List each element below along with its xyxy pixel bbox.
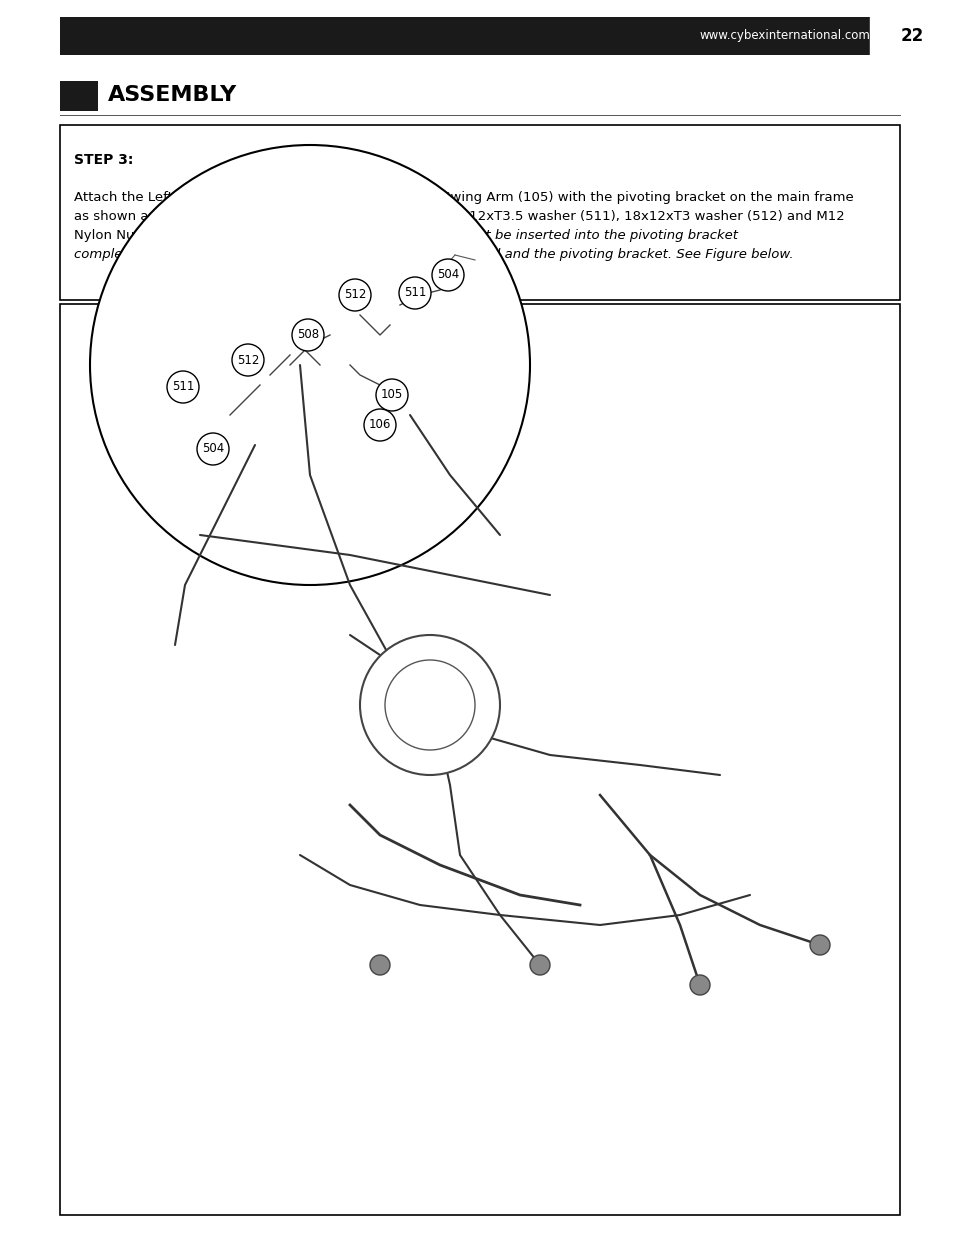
Text: Important Note:: Important Note: (246, 228, 366, 242)
Circle shape (359, 635, 499, 776)
Text: Nylon Nut (508) on each side.: Nylon Nut (508) on each side. (74, 228, 281, 242)
Circle shape (364, 409, 395, 441)
Text: 106: 106 (369, 419, 391, 431)
Circle shape (292, 319, 324, 351)
Text: The shoulder bolt must be inserted into the pivoting bracket: The shoulder bolt must be inserted into … (334, 228, 738, 242)
Text: 511: 511 (172, 380, 194, 394)
Text: Attach the Left Pedal Swing Arm (106) and Right Pedal Swing Arm (105) with the p: Attach the Left Pedal Swing Arm (106) an… (74, 191, 853, 204)
Text: ASSEMBLY: ASSEMBLY (108, 85, 237, 105)
Circle shape (232, 345, 264, 375)
Text: 512: 512 (343, 289, 366, 301)
Circle shape (530, 955, 550, 974)
Circle shape (196, 433, 229, 466)
Circle shape (370, 955, 390, 974)
Circle shape (375, 379, 408, 411)
Circle shape (398, 277, 431, 309)
Circle shape (90, 144, 530, 585)
Bar (60, 125, 899, 300)
Bar (869, 17, 953, 56)
Circle shape (432, 259, 463, 291)
Bar (60, 82, 98, 111)
Circle shape (809, 935, 829, 955)
Circle shape (167, 370, 199, 403)
Bar (60, 304, 899, 1215)
Text: 512: 512 (236, 353, 259, 367)
Text: 504: 504 (202, 442, 224, 456)
Text: completely, no gap should exist between the shoulder bolt head and the pivoting : completely, no gap should exist between … (74, 248, 793, 261)
Circle shape (689, 974, 709, 995)
Text: www.cybexinternational.com: www.cybexinternational.com (699, 30, 869, 42)
Text: 105: 105 (380, 389, 403, 401)
Text: 508: 508 (296, 329, 318, 342)
Text: 504: 504 (436, 268, 458, 282)
Text: STEP 3:: STEP 3: (74, 153, 133, 167)
Text: as shown and secure with M12x70 shoulder bolt (504), 18x12xT3.5 washer (511), 18: as shown and secure with M12x70 shoulder… (74, 210, 843, 224)
Bar (60, 17, 953, 56)
Text: 511: 511 (403, 287, 426, 300)
Text: 22: 22 (900, 27, 923, 44)
Circle shape (385, 659, 475, 750)
Circle shape (338, 279, 371, 311)
